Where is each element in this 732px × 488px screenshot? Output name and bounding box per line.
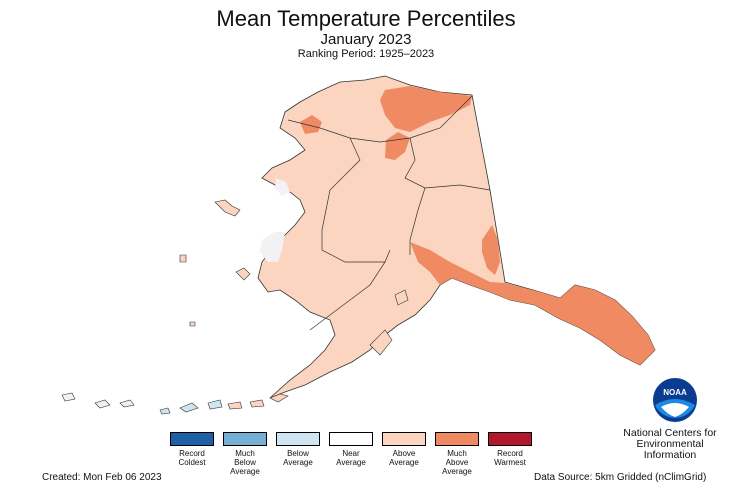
legend-item-near: Near Average xyxy=(325,432,377,467)
map-title: Mean Temperature Percentiles xyxy=(216,6,516,31)
legend-label: Much Above Average xyxy=(442,449,472,476)
legend-swatch xyxy=(329,432,373,446)
region-near-west xyxy=(260,232,285,262)
legend-label: Above Average xyxy=(389,449,419,467)
map-subtitle: January 2023 xyxy=(320,31,412,48)
created-date: Created: Mon Feb 06 2023 xyxy=(42,472,162,483)
legend-label: Record Warmest xyxy=(494,449,526,467)
legend-swatch xyxy=(382,432,426,446)
legend-swatch xyxy=(276,432,320,446)
legend-item-record-coldest: Record Coldest xyxy=(166,432,218,467)
legend: Record Coldest Much Below Average Below … xyxy=(166,432,536,480)
legend-swatch xyxy=(223,432,267,446)
alaska-mainland xyxy=(257,75,656,399)
region-much-above-south xyxy=(410,242,655,365)
organization-name: National Centers for Environmental Infor… xyxy=(623,427,717,461)
legend-item-below: Below Average xyxy=(272,432,324,467)
noaa-logo-text: NOAA xyxy=(663,388,687,397)
legend-swatch xyxy=(488,432,532,446)
legend-label: Below Average xyxy=(283,449,313,467)
region-near-northwest xyxy=(275,178,290,196)
legend-label: Record Coldest xyxy=(178,449,206,467)
islands xyxy=(179,199,409,356)
legend-label: Near Average xyxy=(336,449,366,467)
legend-label: Much Below Average xyxy=(230,449,260,476)
data-source: Data Source: 5km Gridded (nClimGrid) xyxy=(534,472,707,483)
legend-item-record-warmest: Record Warmest xyxy=(484,432,536,467)
legend-item-above: Above Average xyxy=(378,432,430,467)
aleutian-islands xyxy=(61,392,289,415)
ranking-period: Ranking Period: 1925–2023 xyxy=(297,48,435,60)
division-boundaries xyxy=(287,95,491,331)
region-much-above-northeast xyxy=(380,86,472,132)
region-much-above-northwest xyxy=(300,115,322,134)
legend-item-much-above: Much Above Average xyxy=(431,432,483,476)
region-much-above-east xyxy=(482,225,500,275)
legend-swatch xyxy=(170,432,214,446)
legend-swatch xyxy=(435,432,479,446)
noaa-logo: NOAA xyxy=(653,378,697,422)
legend-item-much-below: Much Below Average xyxy=(219,432,271,476)
